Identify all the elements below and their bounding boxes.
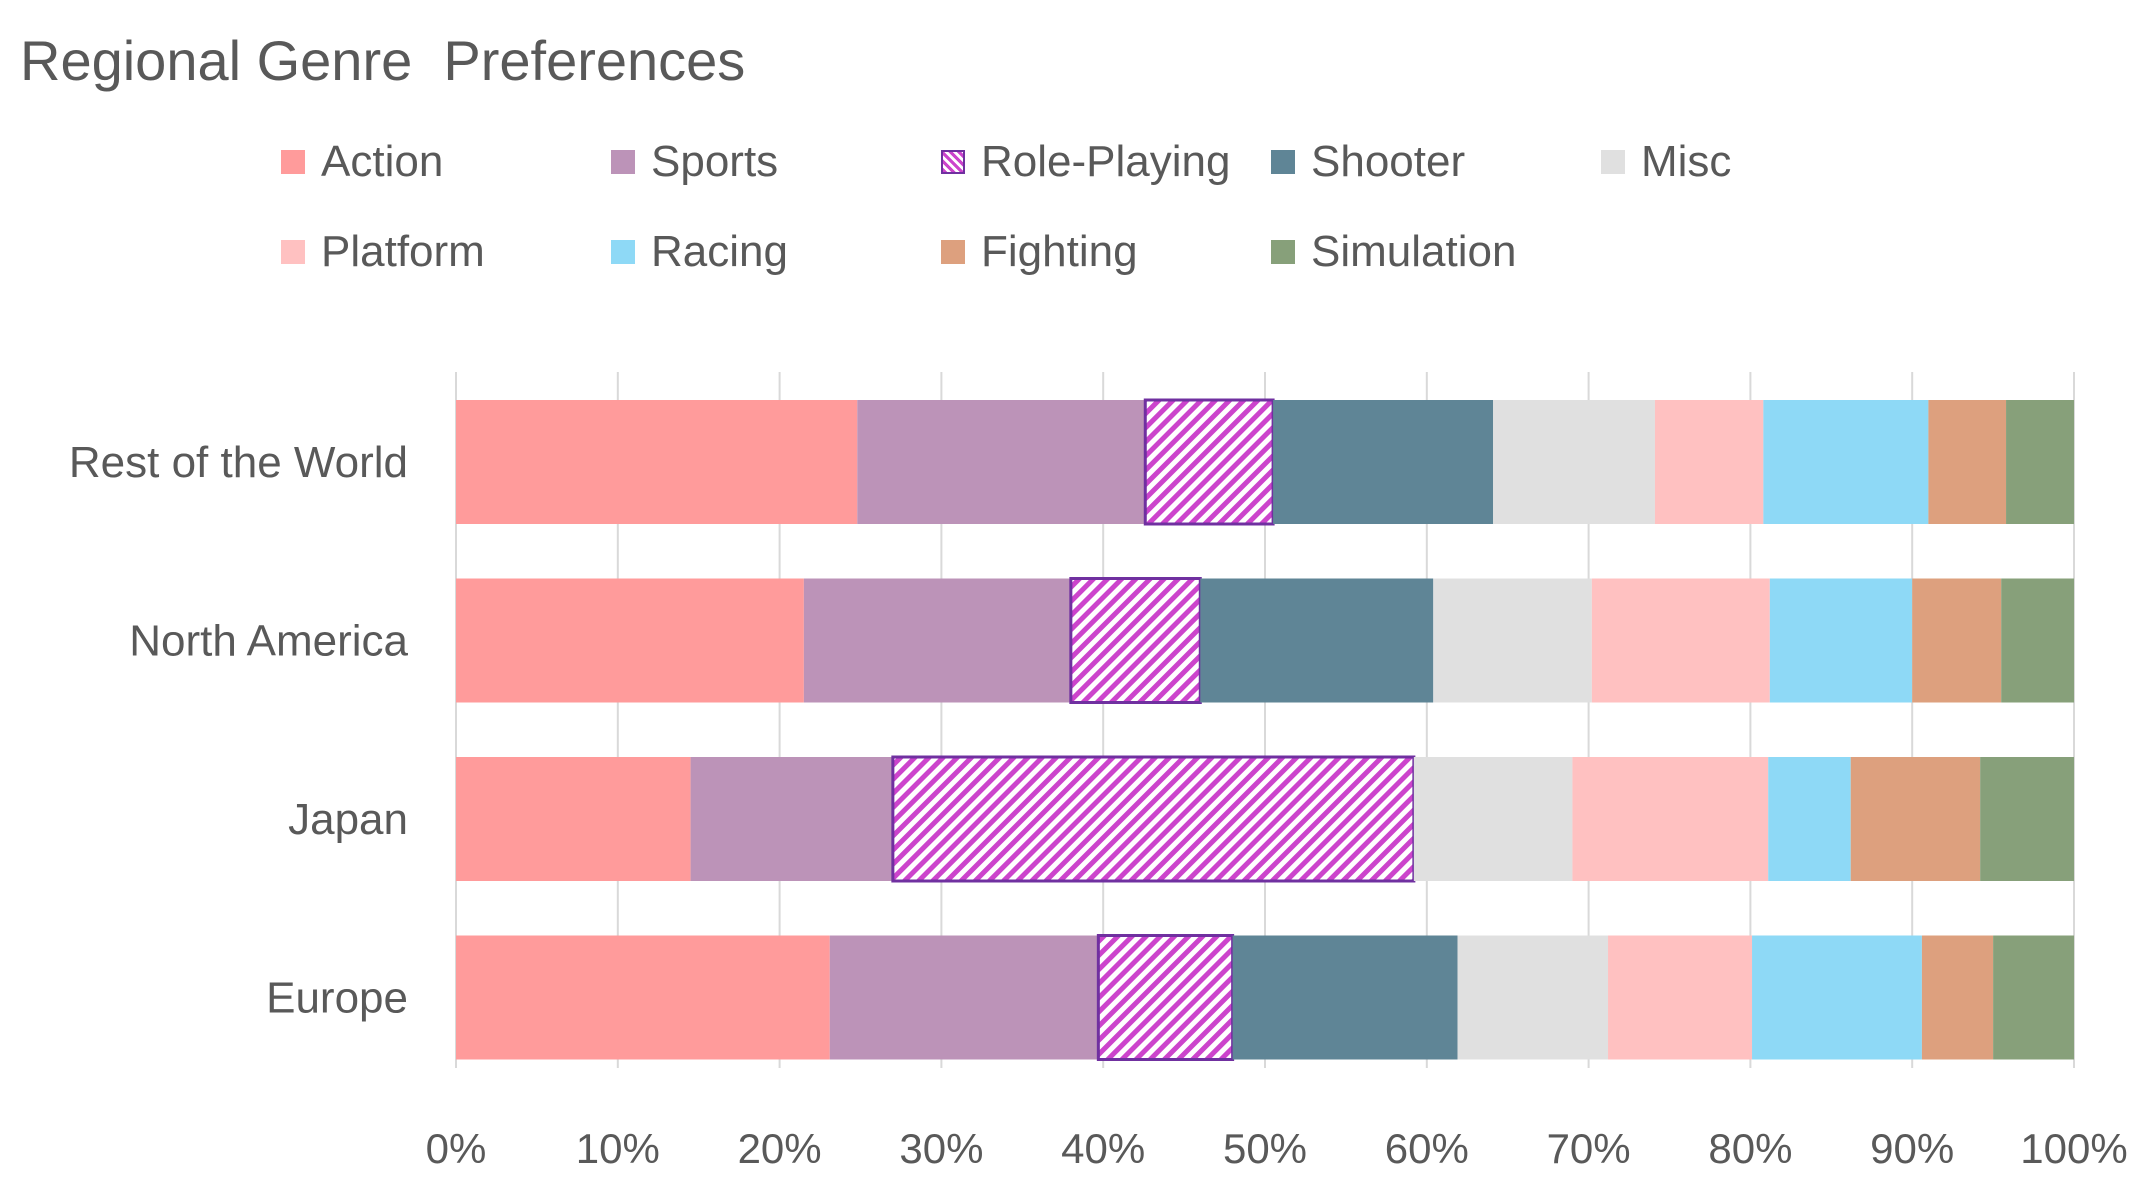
bar-segment-north-america-misc: [1433, 578, 1592, 703]
bar-row-north-america: [456, 577, 2074, 704]
bar-segment-north-america-racing: [1769, 578, 1913, 703]
legend-swatch: [611, 150, 635, 174]
bar-segment-japan-simulation: [1980, 757, 2074, 881]
bars: [456, 398, 2074, 1061]
legend-label: Platform: [321, 227, 485, 276]
category-label: Japan: [288, 795, 408, 844]
legend-label: Fighting: [981, 227, 1138, 276]
legend-swatch: [281, 240, 305, 264]
legend-item-shooter: Shooter: [1271, 132, 1465, 192]
bar-segment-japan-platform: [1572, 757, 1769, 881]
legend-swatch: [611, 240, 635, 264]
bar-segment-europe-misc: [1457, 935, 1609, 1060]
bar-segment-japan-action: [456, 757, 691, 881]
bar-segment-rest-of-the-world-fighting: [1928, 400, 2007, 524]
category-label: North America: [129, 617, 408, 666]
legend: Action Sports Role-Playing Shooter Misc Platf…: [0, 0, 2154, 320]
legend-item-action: Action: [281, 132, 443, 192]
legend-label: Sports: [651, 137, 779, 186]
legend-item-simulation: Simulation: [1271, 222, 1516, 282]
bar-segment-rest-of-the-world-action: [456, 400, 858, 524]
bar-segment-europe-fighting: [1921, 935, 1994, 1060]
bar-segment-europe-platform: [1608, 935, 1753, 1060]
legend-item-fighting: Fighting: [941, 222, 1138, 282]
legend-item-sports: Sports: [611, 132, 778, 192]
bar-segment-north-america-simulation: [2001, 578, 2074, 703]
bar-segment-japan-sports: [690, 757, 893, 881]
legend-item-role-playing: Role-Playing: [941, 132, 1230, 192]
legend-item-platform: Platform: [281, 222, 485, 282]
bar-row-rest-of-the-world: [456, 398, 2074, 526]
x-tick-label: 100%: [2020, 1125, 2127, 1172]
chart-title: Regional Genre Preferences: [20, 29, 746, 92]
bar-segment-north-america-role-playing: [1069, 577, 1202, 704]
x-tick-label: 80%: [1708, 1125, 1792, 1172]
x-tick-label: 0%: [426, 1125, 487, 1172]
axis-labels: 0% 10% 20% 30% 40% 50% 60% 70% 80% 90% 100% Rest of…: [69, 438, 2128, 1172]
legend-label: Shooter: [1311, 137, 1466, 186]
x-tick-label: 40%: [1061, 1125, 1145, 1172]
legend-label: Simulation: [1311, 227, 1517, 276]
category-label: Rest of the World: [69, 438, 408, 487]
bar-segment-japan-fighting: [1850, 757, 1981, 881]
bar-segment-north-america-action: [456, 578, 804, 703]
bar-segment-rest-of-the-world-misc: [1493, 400, 1655, 524]
bar-row-japan: [456, 755, 2074, 883]
legend-swatch: [281, 150, 305, 174]
bar-segment-rest-of-the-world-simulation: [2006, 400, 2074, 524]
x-tick-label: 30%: [899, 1125, 983, 1172]
bar-segment-north-america-fighting: [1912, 578, 2002, 703]
bar-segment-north-america-platform: [1591, 578, 1770, 703]
legend-label: Racing: [651, 227, 788, 276]
bar-segment-rest-of-the-world-sports: [857, 400, 1146, 524]
legend-item-misc: Misc: [1601, 132, 1731, 192]
x-tick-label: 70%: [1547, 1125, 1631, 1172]
legend-item-racing: Racing: [611, 222, 788, 282]
x-tick-label: 20%: [738, 1125, 822, 1172]
x-tick-label: 50%: [1223, 1125, 1307, 1172]
legend-label: Misc: [1641, 137, 1732, 186]
bar-segment-japan-misc: [1413, 757, 1573, 881]
bar-segment-north-america-shooter: [1200, 578, 1434, 703]
bar-segment-japan-racing: [1768, 757, 1851, 881]
legend-label: Action: [321, 137, 444, 186]
x-tick-label: 10%: [576, 1125, 660, 1172]
bar-segment-europe-role-playing: [1096, 934, 1235, 1061]
legend-swatch: [941, 240, 965, 264]
bar-segment-europe-racing: [1752, 935, 1922, 1060]
legend-swatch: [1601, 150, 1625, 174]
legend-label: Role-Playing: [981, 137, 1231, 186]
x-tick-label: 60%: [1385, 1125, 1469, 1172]
legend-swatch: [1271, 150, 1295, 174]
bar-segment-europe-simulation: [1993, 935, 2074, 1060]
bar-segment-north-america-sports: [803, 578, 1071, 703]
bar-row-europe: [456, 934, 2074, 1061]
bar-segment-europe-shooter: [1232, 935, 1458, 1060]
legend-swatch: [941, 150, 965, 174]
bar-segment-europe-action: [456, 935, 830, 1060]
bar-segment-europe-sports: [829, 935, 1099, 1060]
bar-segment-rest-of-the-world-racing: [1763, 400, 1929, 524]
bar-segment-rest-of-the-world-shooter: [1273, 400, 1494, 524]
bar-segment-japan-role-playing: [891, 755, 1416, 883]
bar-segment-rest-of-the-world-platform: [1654, 400, 1764, 524]
x-tick-label: 90%: [1870, 1125, 1954, 1172]
legend-swatch: [1271, 240, 1295, 264]
bar-segment-rest-of-the-world-role-playing: [1143, 398, 1275, 526]
category-label: Europe: [266, 974, 408, 1023]
